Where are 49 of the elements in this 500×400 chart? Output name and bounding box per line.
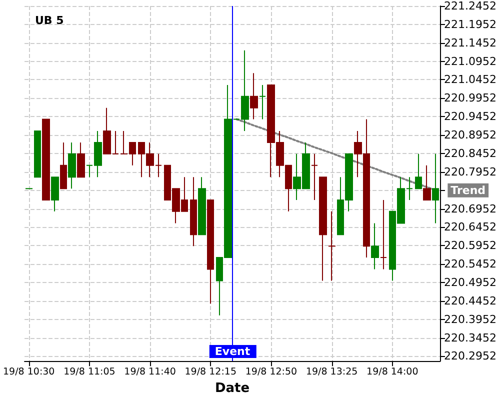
candlestick bbox=[34, 130, 41, 178]
candlestick bbox=[68, 142, 76, 190]
y-tick-label: 220.6452 bbox=[444, 220, 496, 234]
y-tick-label: 221.2452 bbox=[444, 0, 496, 12]
x-tick-label: 19/8 11:05 bbox=[64, 366, 116, 378]
y-tick-label: 220.7952 bbox=[444, 165, 496, 178]
x-tick-label: 19/8 13:25 bbox=[306, 366, 358, 378]
candlestick bbox=[259, 84, 266, 120]
x-tick-label: 19/8 12:15 bbox=[184, 366, 236, 378]
x-tick-label: 19/8 10:30 bbox=[2, 366, 55, 378]
candlestick bbox=[250, 72, 258, 120]
y-tick-label: 221.0952 bbox=[444, 54, 496, 68]
y-tick-label: 220.4952 bbox=[444, 276, 496, 289]
candlestick bbox=[319, 176, 327, 282]
candlestick bbox=[415, 153, 422, 190]
y-tick-label: 220.8452 bbox=[444, 146, 496, 160]
candlestick bbox=[198, 176, 206, 236]
y-tick-label: 220.9452 bbox=[444, 110, 496, 124]
x-tick-label: 19/8 11:40 bbox=[124, 366, 176, 378]
text: UB 5 bbox=[35, 14, 64, 27]
y-tick-label: 220.2952 bbox=[444, 350, 496, 363]
candlestick bbox=[207, 199, 214, 304]
candlestick bbox=[328, 210, 336, 282]
y-tick-label: 220.5952 bbox=[444, 239, 496, 252]
candlestick bbox=[311, 153, 318, 200]
candlestick bbox=[77, 142, 85, 178]
y-tick-label: 220.8952 bbox=[444, 128, 496, 142]
candlestick bbox=[51, 176, 59, 212]
candlestick bbox=[380, 199, 387, 270]
candlestick bbox=[371, 222, 379, 270]
annotation: Event bbox=[208, 345, 256, 358]
y-tick-label: 220.5452 bbox=[444, 258, 496, 271]
y-tick-label: 220.3452 bbox=[444, 331, 496, 344]
y-tick-label: 221.1952 bbox=[444, 18, 496, 31]
candlestick bbox=[60, 142, 67, 190]
y-tick-label: 220.4452 bbox=[444, 294, 496, 308]
y-tick-label: 220.6952 bbox=[444, 202, 496, 216]
x-tick-label: 19/8 14:00 bbox=[366, 366, 418, 378]
y-tick-label: 221.0452 bbox=[444, 73, 496, 86]
candlestick bbox=[42, 118, 50, 200]
candlestick bbox=[423, 164, 431, 200]
y-tick-label: 221.1452 bbox=[444, 36, 496, 50]
y-tick-label: 220.3952 bbox=[444, 312, 496, 326]
series-label: Trend bbox=[450, 184, 486, 197]
x-tick-label: 19/8 12:50 bbox=[245, 366, 298, 378]
candlestick bbox=[432, 153, 439, 224]
y-tick-label: 220.9952 bbox=[444, 92, 496, 105]
x-axis-title: Date bbox=[214, 381, 250, 396]
candlestick bbox=[190, 176, 197, 247]
